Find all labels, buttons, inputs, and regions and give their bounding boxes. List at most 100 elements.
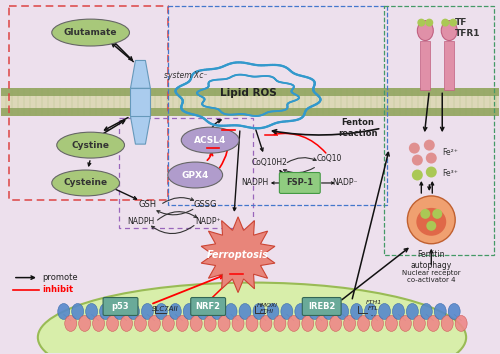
Circle shape xyxy=(449,19,457,27)
Ellipse shape xyxy=(344,315,355,331)
Text: FSP-1: FSP-1 xyxy=(286,178,314,188)
Text: Ferroptosis: Ferroptosis xyxy=(207,250,269,260)
Text: FTH1
FTL
...: FTH1 FTL ... xyxy=(366,300,382,317)
Ellipse shape xyxy=(190,315,202,331)
Bar xyxy=(420,41,430,90)
Ellipse shape xyxy=(57,132,124,158)
Ellipse shape xyxy=(232,315,244,331)
Text: p53: p53 xyxy=(112,302,130,311)
Ellipse shape xyxy=(92,315,104,331)
Ellipse shape xyxy=(86,303,98,319)
Ellipse shape xyxy=(358,315,370,331)
Ellipse shape xyxy=(378,303,390,319)
Polygon shape xyxy=(201,217,275,292)
FancyBboxPatch shape xyxy=(280,172,320,193)
Text: IREB2: IREB2 xyxy=(308,302,336,311)
Ellipse shape xyxy=(197,303,209,319)
Text: Fenton
reaction: Fenton reaction xyxy=(338,119,378,138)
Text: SLC7AII: SLC7AII xyxy=(152,307,178,313)
Ellipse shape xyxy=(392,303,404,319)
Text: NRF2: NRF2 xyxy=(196,302,220,311)
Text: Cystine: Cystine xyxy=(72,141,110,150)
Circle shape xyxy=(426,166,437,177)
Text: promote: promote xyxy=(42,273,78,282)
FancyBboxPatch shape xyxy=(302,297,341,315)
Ellipse shape xyxy=(106,315,118,331)
Ellipse shape xyxy=(211,303,223,319)
Ellipse shape xyxy=(52,170,120,196)
Text: TFR1: TFR1 xyxy=(455,29,480,38)
Polygon shape xyxy=(130,61,150,88)
Ellipse shape xyxy=(364,303,376,319)
Text: ACSL4: ACSL4 xyxy=(194,136,226,145)
Text: TF: TF xyxy=(455,18,468,27)
Text: GSSG: GSSG xyxy=(194,200,217,209)
Bar xyxy=(9,6,168,200)
Ellipse shape xyxy=(260,315,272,331)
Ellipse shape xyxy=(64,315,76,331)
Text: Nuclear receptor
co-activator 4: Nuclear receptor co-activator 4 xyxy=(402,270,460,283)
Text: Cysteine: Cysteine xyxy=(64,178,108,188)
Ellipse shape xyxy=(156,303,168,319)
Ellipse shape xyxy=(148,315,160,331)
Ellipse shape xyxy=(416,208,446,236)
Polygon shape xyxy=(130,116,150,144)
Ellipse shape xyxy=(428,315,440,331)
Bar xyxy=(118,118,253,228)
Ellipse shape xyxy=(274,315,286,331)
Ellipse shape xyxy=(52,19,130,46)
Text: NADP⁺: NADP⁺ xyxy=(196,217,221,226)
Ellipse shape xyxy=(246,315,258,331)
Ellipse shape xyxy=(330,315,342,331)
Ellipse shape xyxy=(225,303,237,319)
Ellipse shape xyxy=(441,21,457,41)
Text: CoQ10H2: CoQ10H2 xyxy=(252,158,288,167)
Circle shape xyxy=(412,170,423,181)
Ellipse shape xyxy=(176,315,188,331)
Ellipse shape xyxy=(288,315,300,331)
Text: NADPH: NADPH xyxy=(127,217,154,226)
Ellipse shape xyxy=(58,303,70,319)
Ellipse shape xyxy=(218,315,230,331)
Ellipse shape xyxy=(253,303,265,319)
Circle shape xyxy=(408,196,455,244)
Ellipse shape xyxy=(455,315,467,331)
Bar xyxy=(1,96,499,108)
Circle shape xyxy=(432,209,442,219)
Ellipse shape xyxy=(114,303,126,319)
Ellipse shape xyxy=(168,162,222,188)
Ellipse shape xyxy=(182,127,239,153)
Ellipse shape xyxy=(78,315,90,331)
Circle shape xyxy=(412,155,423,166)
Circle shape xyxy=(426,221,436,231)
Circle shape xyxy=(424,139,435,150)
Circle shape xyxy=(420,209,430,219)
FancyBboxPatch shape xyxy=(190,297,226,315)
Text: Ferritin
autophagy: Ferritin autophagy xyxy=(410,250,452,270)
Text: Fe³⁺: Fe³⁺ xyxy=(442,169,458,177)
Circle shape xyxy=(426,19,434,27)
Ellipse shape xyxy=(72,303,84,319)
Ellipse shape xyxy=(239,303,251,319)
Ellipse shape xyxy=(170,303,181,319)
Ellipse shape xyxy=(295,303,307,319)
Ellipse shape xyxy=(267,303,279,319)
Ellipse shape xyxy=(441,315,453,331)
Ellipse shape xyxy=(414,315,426,331)
Text: GSH: GSH xyxy=(138,200,156,209)
Ellipse shape xyxy=(184,303,195,319)
Text: system Xc⁻: system Xc⁻ xyxy=(164,71,207,80)
Ellipse shape xyxy=(38,282,466,354)
Ellipse shape xyxy=(420,303,432,319)
Ellipse shape xyxy=(350,303,362,319)
Text: Lipid ROS: Lipid ROS xyxy=(220,88,276,98)
Ellipse shape xyxy=(372,315,384,331)
Ellipse shape xyxy=(406,303,418,319)
Bar xyxy=(130,88,150,116)
Text: HMOXI
FTHI: HMOXI FTHI xyxy=(256,303,278,314)
Ellipse shape xyxy=(204,315,216,331)
Ellipse shape xyxy=(162,315,174,331)
Ellipse shape xyxy=(434,303,446,319)
Ellipse shape xyxy=(281,303,293,319)
Ellipse shape xyxy=(400,315,411,331)
